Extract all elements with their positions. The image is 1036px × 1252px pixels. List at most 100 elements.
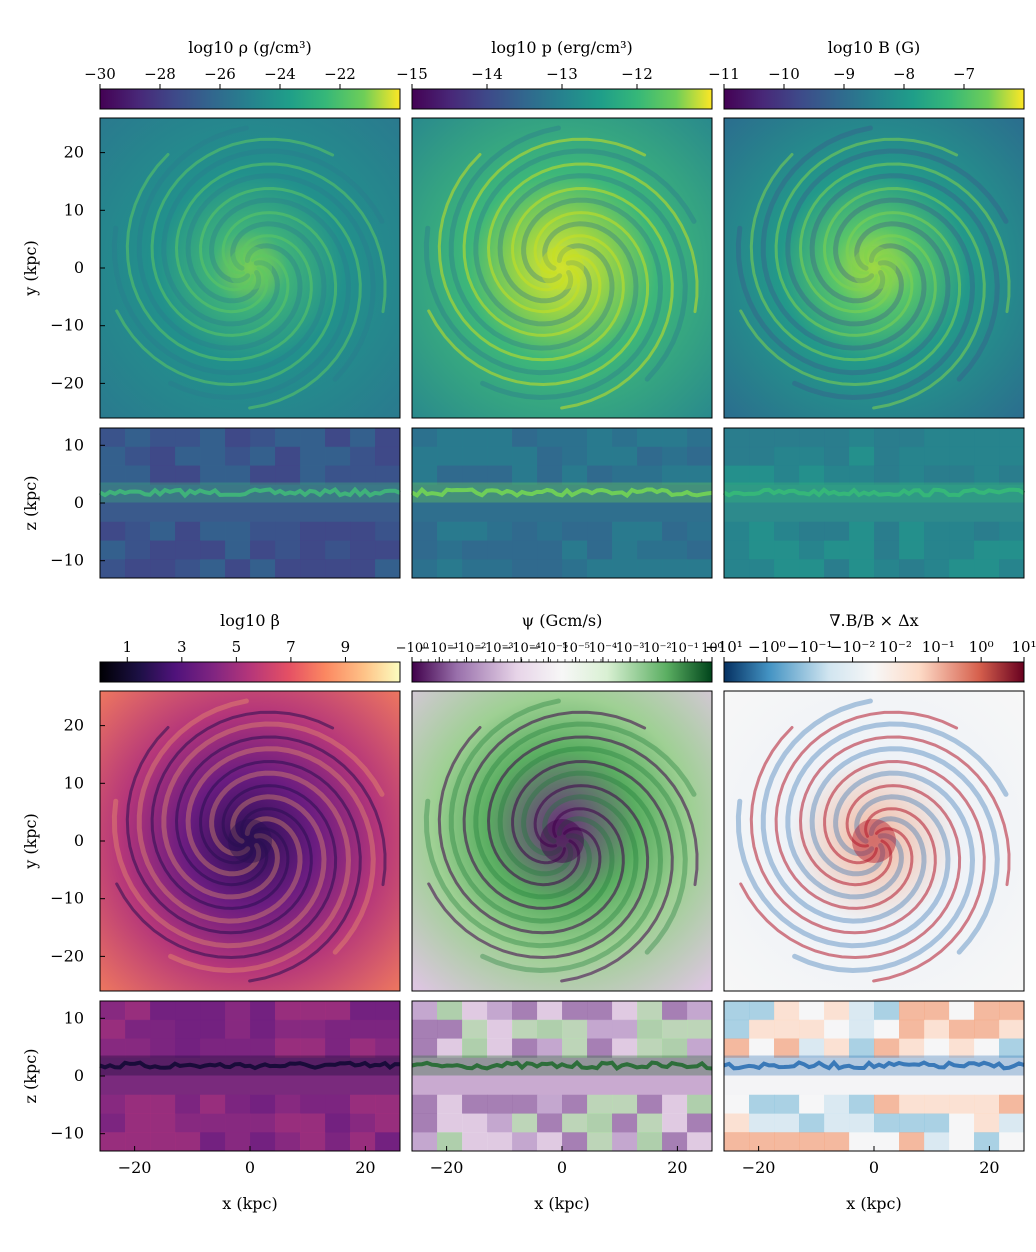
amr-block <box>724 559 750 579</box>
amr-block <box>662 1132 688 1152</box>
amr-block <box>687 446 713 466</box>
amr-block <box>949 1038 975 1058</box>
amr-block <box>412 1038 438 1058</box>
colorbar-tick-label: 10¹ <box>1011 638 1036 656</box>
amr-block <box>724 446 750 466</box>
amr-block <box>412 428 438 448</box>
x-tick-label: −20 <box>742 1158 776 1177</box>
amr-block <box>125 1113 151 1133</box>
colorbar-tick-label: 10⁻¹ <box>922 638 955 656</box>
amr-block <box>849 428 875 448</box>
amr-block <box>562 521 588 541</box>
amr-block <box>325 446 351 466</box>
amr-block <box>350 540 376 560</box>
amr-block <box>275 1094 301 1114</box>
panel-frame <box>723 690 1025 992</box>
spiral-arm <box>185 173 376 382</box>
amr-block <box>774 428 800 448</box>
amr-block <box>799 428 825 448</box>
y-tick-label: −20 <box>50 373 84 392</box>
amr-block <box>200 1094 226 1114</box>
amr-block <box>749 1019 775 1039</box>
amr-block <box>949 1113 975 1133</box>
colorbar-tick-label: −10⁻³ <box>474 641 514 656</box>
spiral-arm <box>809 173 1000 382</box>
amr-block <box>125 1019 151 1039</box>
amr-block <box>587 1019 613 1039</box>
amr-block <box>562 559 588 579</box>
amr-block <box>350 1113 376 1133</box>
colorbar-gradient <box>99 661 401 683</box>
amr-block <box>250 428 276 448</box>
amr-block <box>612 1019 638 1039</box>
spiral-arm <box>486 162 699 314</box>
amr-block <box>325 1001 351 1021</box>
colorbar-tick-label: 10⁻⁴ <box>589 641 618 656</box>
amr-block <box>849 1001 875 1021</box>
amr-block <box>150 465 176 485</box>
amr-block <box>200 1038 226 1058</box>
amr-block <box>724 1094 750 1114</box>
amr-block <box>587 1038 613 1058</box>
amr-block <box>824 559 850 579</box>
amr-block <box>612 521 638 541</box>
amr-block <box>774 521 800 541</box>
z-axis-label: z (kpc) <box>21 1049 40 1104</box>
amr-block <box>487 1038 513 1058</box>
amr-block <box>462 1094 488 1114</box>
amr-block <box>899 1132 925 1152</box>
spiral-arm <box>168 770 352 974</box>
amr-block <box>175 521 201 541</box>
amr-block <box>175 559 201 579</box>
amr-block <box>899 559 925 579</box>
amr-block <box>824 1001 850 1021</box>
amr-block <box>375 1094 401 1114</box>
amr-block <box>100 1001 126 1021</box>
amr-block <box>637 1132 663 1152</box>
spiral-arm <box>809 746 1000 955</box>
y-tick-label: 20 <box>64 716 84 735</box>
spiral-arm <box>462 137 647 337</box>
amr-block <box>350 1094 376 1114</box>
amr-block <box>537 1113 563 1133</box>
amr-block <box>687 465 713 485</box>
amr-block <box>849 465 875 485</box>
panel-xy-2 <box>411 117 713 419</box>
xy-map <box>412 691 712 991</box>
amr-block <box>924 1094 950 1114</box>
y-tick-label: −20 <box>50 946 84 965</box>
amr-block <box>974 559 1000 579</box>
amr-block <box>874 446 900 466</box>
panel-xz-6 <box>723 1000 1025 1152</box>
colorbar-tick-label: −7 <box>953 65 975 83</box>
amr-block <box>225 1038 251 1058</box>
y-axis-label: y (kpc) <box>21 813 40 870</box>
amr-block <box>225 465 251 485</box>
spiral-arm <box>161 721 385 900</box>
amr-block <box>974 521 1000 541</box>
amr-block <box>587 446 613 466</box>
panel-frame <box>411 427 713 579</box>
amr-block <box>949 559 975 579</box>
amr-block <box>612 1038 638 1058</box>
amr-block <box>612 428 638 448</box>
amr-block <box>462 446 488 466</box>
amr-block <box>974 1132 1000 1152</box>
amr-block <box>899 465 925 485</box>
amr-block <box>637 1113 663 1133</box>
spiral-arm <box>798 162 1011 314</box>
amr-block <box>375 1132 401 1152</box>
amr-block <box>437 540 463 560</box>
amr-block <box>724 1001 750 1021</box>
amr-block <box>662 1113 688 1133</box>
spiral-arm <box>448 125 615 351</box>
colorbar-tick-label: −10⁰ <box>396 641 429 656</box>
amr-block <box>662 1094 688 1114</box>
amr-block <box>325 1132 351 1152</box>
colorbar-6: ∇.B/B × Δx −10¹ −10⁰ −10⁻¹−10⁻² 10⁻² 10⁻¹ 10⁰ 1… <box>705 611 1036 683</box>
amr-block <box>487 540 513 560</box>
spiral-arm <box>739 211 962 387</box>
disk-midplane <box>723 1059 1025 1071</box>
amr-block <box>275 1001 301 1021</box>
amr-block <box>999 1038 1025 1058</box>
